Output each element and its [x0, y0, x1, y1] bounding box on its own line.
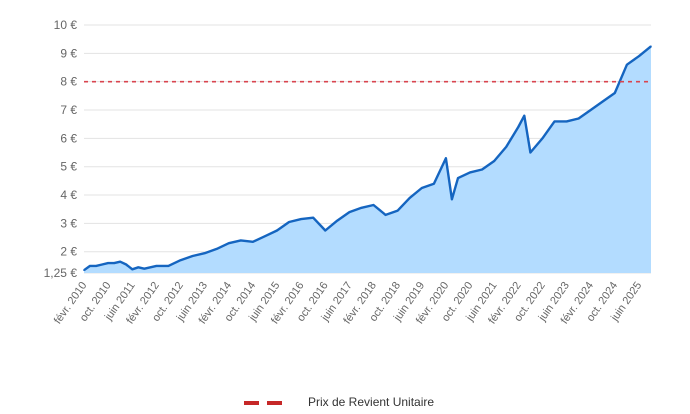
series-point	[252, 241, 254, 243]
series-line	[83, 45, 652, 272]
series-point	[348, 211, 351, 213]
y-tick-label: 8 €	[60, 75, 77, 89]
series-point	[137, 266, 140, 269]
series-point	[89, 265, 91, 267]
series-point	[143, 267, 146, 270]
series-point	[113, 262, 115, 264]
series-point	[457, 177, 459, 179]
series-point	[101, 263, 103, 266]
series-point	[493, 160, 495, 162]
series-point	[505, 146, 508, 148]
series-point	[300, 218, 302, 220]
series-point	[469, 171, 471, 174]
series-area-fill	[84, 46, 651, 273]
series-point	[264, 235, 266, 237]
legend-label-prix-de-revient: Prix de Revient Unitaire	[308, 395, 434, 409]
legend[interactable]: Prix de Revient Unitaire	[244, 395, 434, 409]
series-point	[131, 268, 134, 271]
series-point	[191, 255, 194, 257]
series-point	[589, 109, 592, 111]
series-point	[360, 207, 363, 209]
y-tick-label: 6 €	[60, 131, 77, 145]
y-tick-label: 1,25 €	[44, 266, 78, 280]
series-point	[167, 265, 170, 267]
series-point	[541, 137, 544, 140]
series-area	[83, 45, 652, 273]
series-point	[601, 100, 604, 103]
y-tick-label: 4 €	[60, 188, 77, 202]
y-tick-label: 10 €	[54, 18, 78, 32]
series-point	[203, 252, 206, 254]
series-point	[481, 168, 483, 171]
series-point	[324, 229, 327, 232]
series-point	[396, 209, 399, 212]
series-point	[149, 266, 152, 269]
series-point	[372, 204, 375, 206]
grid-lines	[84, 24, 651, 274]
series-point	[650, 45, 652, 48]
series-point	[215, 248, 218, 250]
series-point	[445, 157, 447, 160]
y-tick-label: 9 €	[60, 46, 77, 60]
series-point	[517, 126, 520, 128]
y-axis-ticks: 1,25 € 2 € 3 € 4 € 5 € 6 € 7 € 8 € 9 € 10 €	[44, 18, 78, 280]
series-point	[433, 182, 435, 185]
series-point	[420, 187, 423, 189]
y-tick-label: 3 €	[60, 216, 77, 230]
series-point	[276, 229, 278, 232]
series-point	[553, 120, 556, 123]
series-point	[384, 214, 387, 216]
series-point	[523, 114, 526, 117]
series-point	[107, 262, 109, 264]
series-point	[577, 117, 580, 120]
series-point	[155, 265, 158, 267]
series-point	[336, 219, 339, 222]
series-point	[451, 198, 453, 201]
y-tick-label: 7 €	[60, 103, 77, 117]
series-point	[125, 263, 128, 266]
series-point	[179, 259, 182, 262]
series-point	[119, 260, 121, 263]
series-point	[312, 216, 315, 219]
series-point	[626, 63, 628, 66]
series-point	[565, 120, 568, 123]
series-point	[227, 242, 230, 245]
series-point	[614, 92, 616, 94]
series-point	[638, 55, 640, 57]
series-point	[83, 269, 85, 271]
y-tick-label: 2 €	[60, 245, 77, 259]
series-point	[240, 239, 242, 242]
y-tick-label: 5 €	[60, 160, 77, 174]
series-point	[95, 265, 97, 267]
series-point	[529, 151, 532, 154]
series-point	[408, 197, 411, 199]
series-point	[288, 221, 290, 223]
